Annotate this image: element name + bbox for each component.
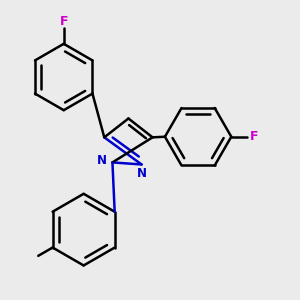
- Text: N: N: [97, 154, 107, 167]
- Text: N: N: [136, 167, 147, 180]
- Text: F: F: [250, 130, 259, 143]
- Text: F: F: [60, 15, 69, 28]
